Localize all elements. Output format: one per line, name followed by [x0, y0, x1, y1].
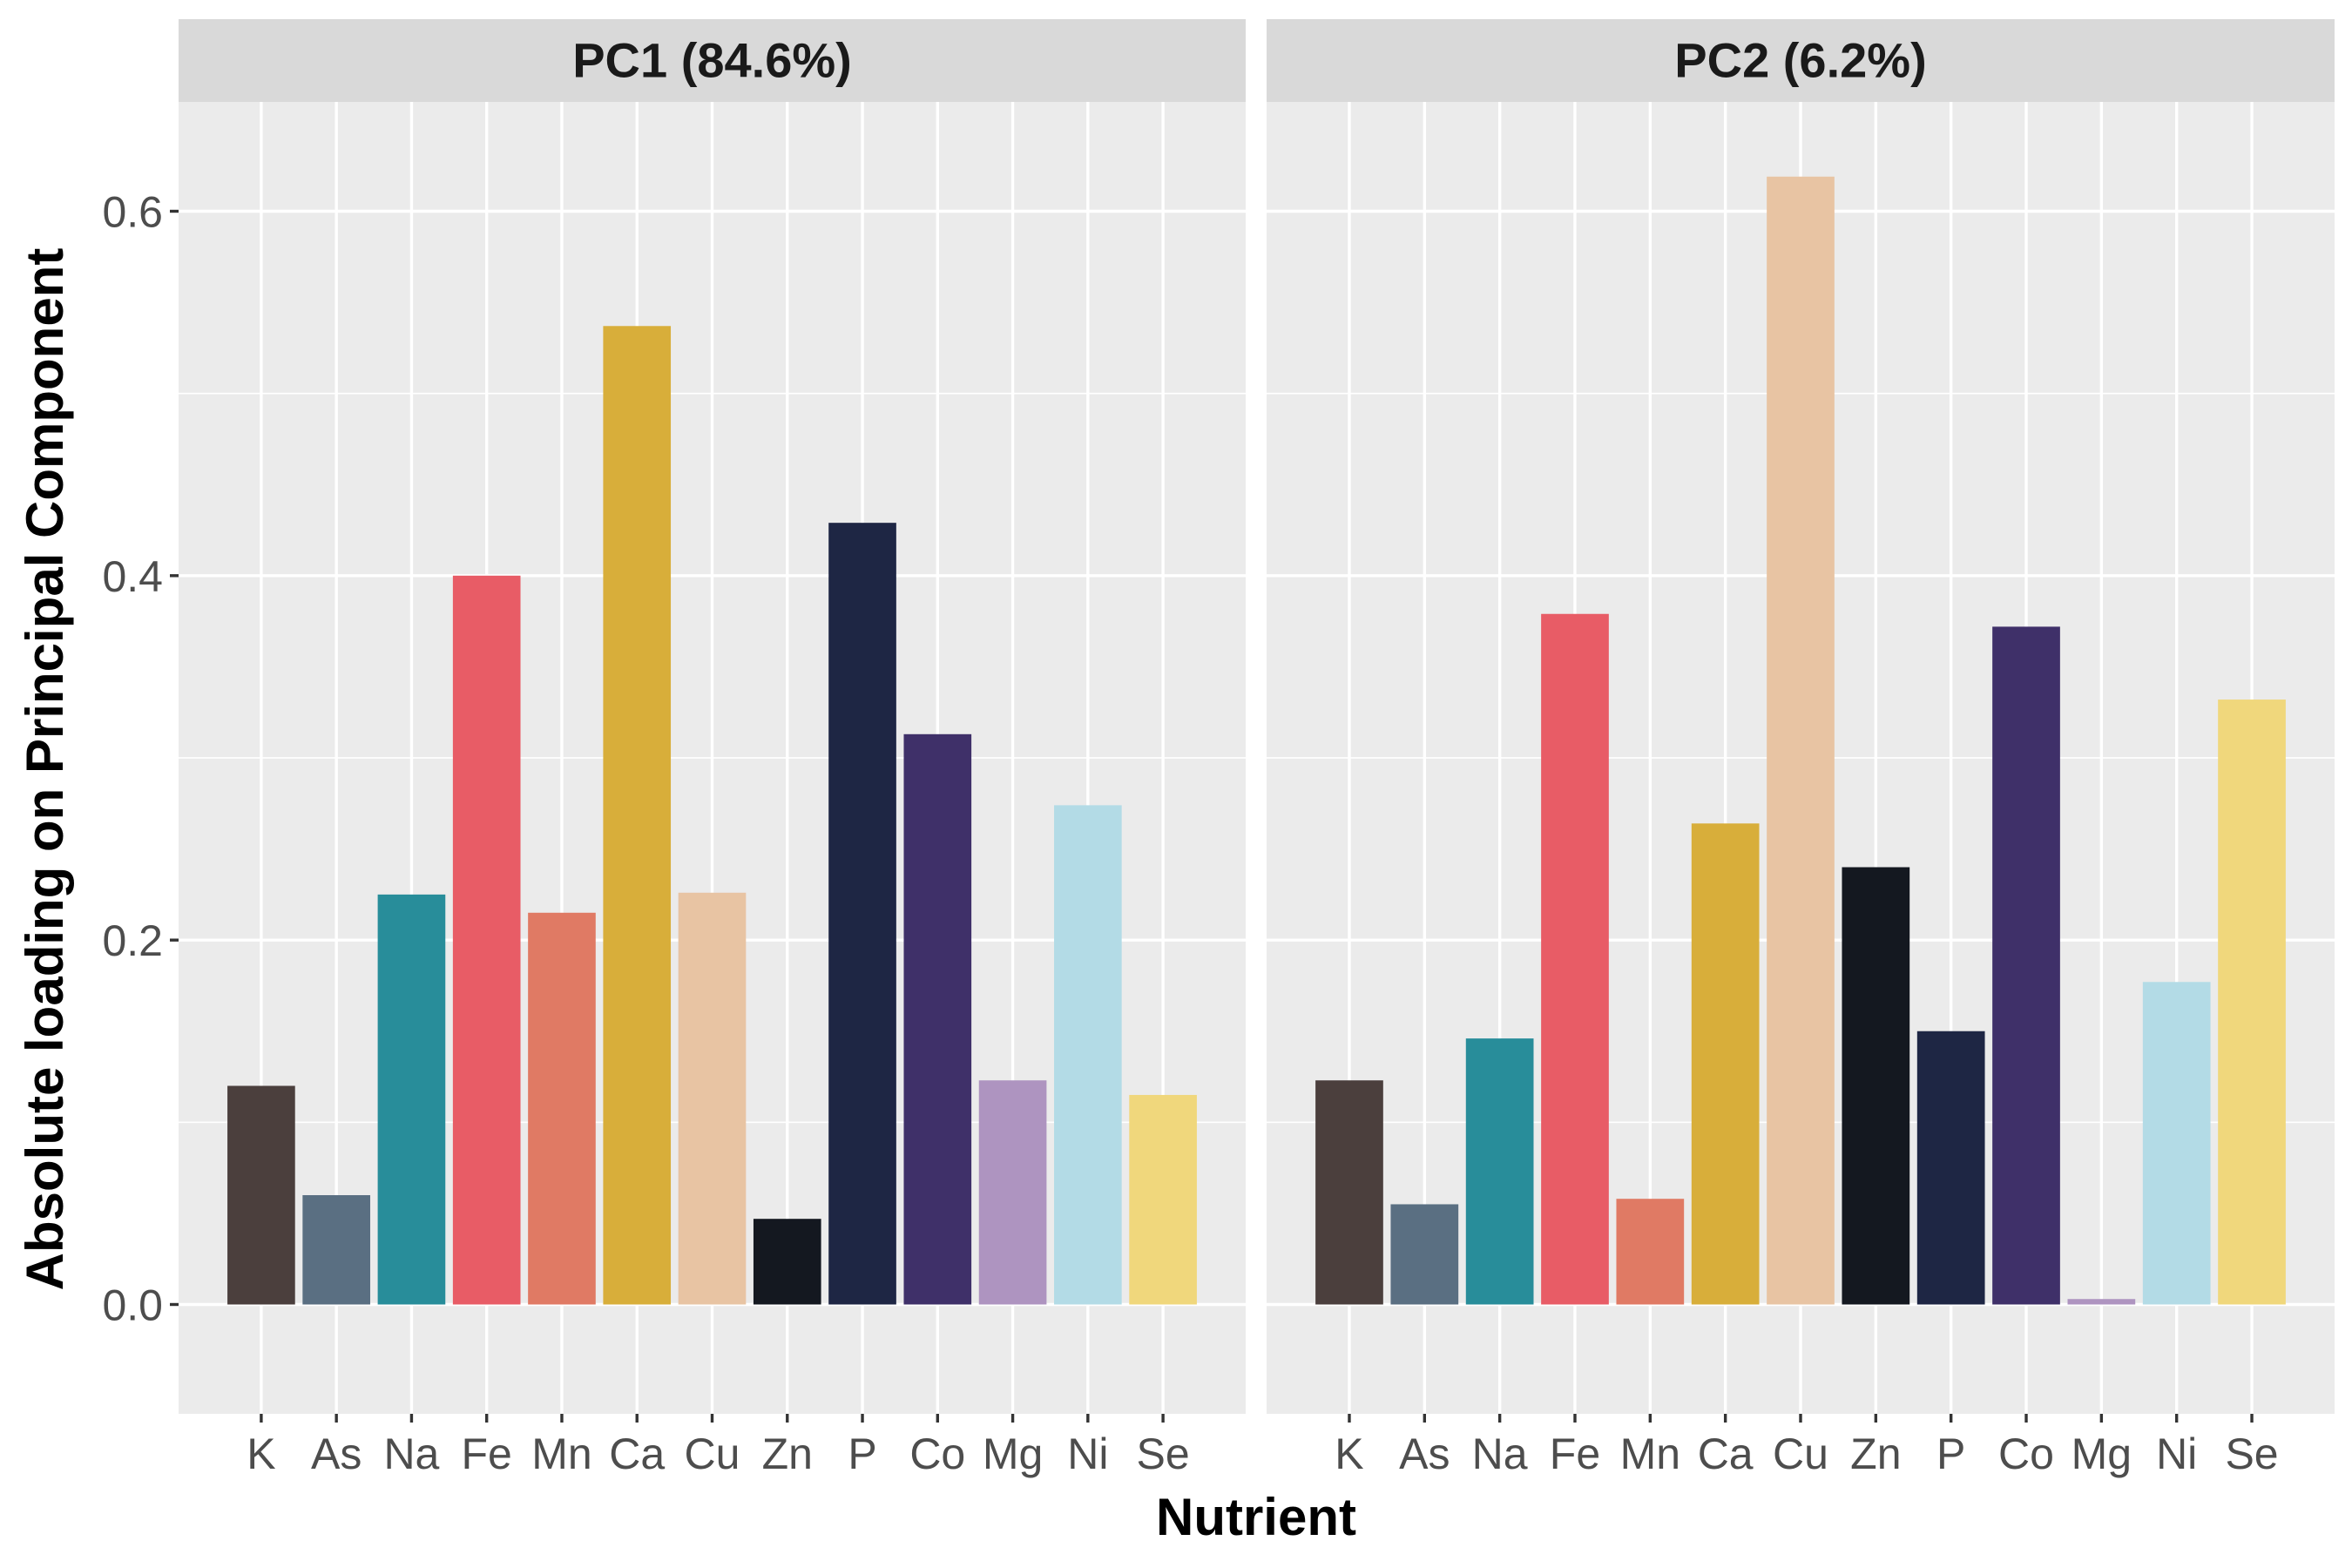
- x-tick-label: Zn: [1850, 1429, 1901, 1478]
- bar-p: [1916, 1031, 1985, 1305]
- x-tick-label: K: [1335, 1429, 1363, 1478]
- x-tick-label: As: [311, 1429, 362, 1478]
- facet-title: PC2 (6.2%): [1674, 33, 1926, 88]
- x-tick-label: Mn: [1620, 1429, 1680, 1478]
- x-tick-label: Co: [909, 1429, 965, 1478]
- x-tick-label: Zn: [762, 1429, 813, 1478]
- x-tick-label: Co: [1998, 1429, 2054, 1478]
- facet-strip: [1267, 19, 2335, 102]
- bar-na: [1465, 1038, 1534, 1305]
- x-tick-label: Ni: [2156, 1429, 2197, 1478]
- bar-k: [1315, 1080, 1383, 1305]
- y-tick-label: 0.6: [102, 188, 163, 237]
- x-tick-label: Ni: [1067, 1429, 1108, 1478]
- bar-co: [1992, 626, 2060, 1305]
- x-tick-label: Fe: [462, 1429, 512, 1478]
- bar-cu: [1767, 176, 1835, 1305]
- x-tick-label: Mn: [531, 1429, 591, 1478]
- bar-mn: [528, 912, 596, 1305]
- bar-ni: [1054, 805, 1122, 1305]
- x-tick-label: Ca: [609, 1429, 665, 1478]
- x-tick-label: Fe: [1550, 1429, 1600, 1478]
- bar-k: [227, 1085, 295, 1305]
- bar-mg: [2067, 1299, 2136, 1305]
- bar-as: [1390, 1204, 1459, 1305]
- bar-ni: [2142, 982, 2211, 1305]
- x-tick-label: Se: [2225, 1429, 2278, 1478]
- y-axis: 0.0 0.2 0.4 0.6: [102, 188, 179, 1330]
- x-axis-title: Nutrient: [1156, 1488, 1356, 1546]
- y-tick-label: 0.0: [102, 1281, 163, 1330]
- bar-mg: [978, 1080, 1047, 1305]
- x-tick-label: Ca: [1698, 1429, 1754, 1478]
- x-tick-label: Cu: [1773, 1429, 1828, 1478]
- bar-fe: [452, 575, 521, 1305]
- x-tick-label: Mg: [983, 1429, 1043, 1478]
- x-tick-label: K: [247, 1429, 275, 1478]
- bar-co: [903, 733, 972, 1305]
- x-tick-label: Na: [383, 1429, 439, 1478]
- x-tick-label: P: [1936, 1429, 1965, 1478]
- x-tick-label: Mg: [2072, 1429, 2132, 1478]
- facet-title: PC1 (84.6%): [572, 33, 852, 88]
- facet-strip: [179, 19, 1246, 102]
- bar-zn: [1842, 867, 1910, 1305]
- bar-na: [377, 894, 446, 1305]
- y-axis-title: Absolute loading on Principal Component: [16, 248, 74, 1291]
- bar-ca: [1691, 823, 1760, 1305]
- x-tick-label: As: [1399, 1429, 1450, 1478]
- x-tick-label: Cu: [685, 1429, 740, 1478]
- bar-p: [828, 523, 896, 1305]
- bar-se: [1129, 1094, 1197, 1305]
- x-tick-label: P: [848, 1429, 876, 1478]
- bar-ca: [603, 326, 672, 1305]
- bar-fe: [1541, 613, 1609, 1305]
- y-tick-label: 0.2: [102, 916, 163, 965]
- panel-1: PC1 (84.6%) K As Na Fe Mn Ca Cu Zn P Co Mg Ni Se: [179, 19, 1246, 1478]
- bar-cu: [678, 892, 747, 1305]
- y-tick-label: 0.4: [102, 552, 163, 601]
- bar-se: [2218, 700, 2286, 1305]
- bar-as: [302, 1195, 370, 1305]
- bar-mn: [1616, 1199, 1685, 1305]
- x-tick-label: Se: [1137, 1429, 1190, 1478]
- x-tick-label: Na: [1472, 1429, 1528, 1478]
- panel-2: PC2 (6.2%) K As Na Fe Mn Ca Cu Zn P Co Mg Ni Se: [1267, 19, 2335, 1478]
- bar-zn: [753, 1219, 821, 1305]
